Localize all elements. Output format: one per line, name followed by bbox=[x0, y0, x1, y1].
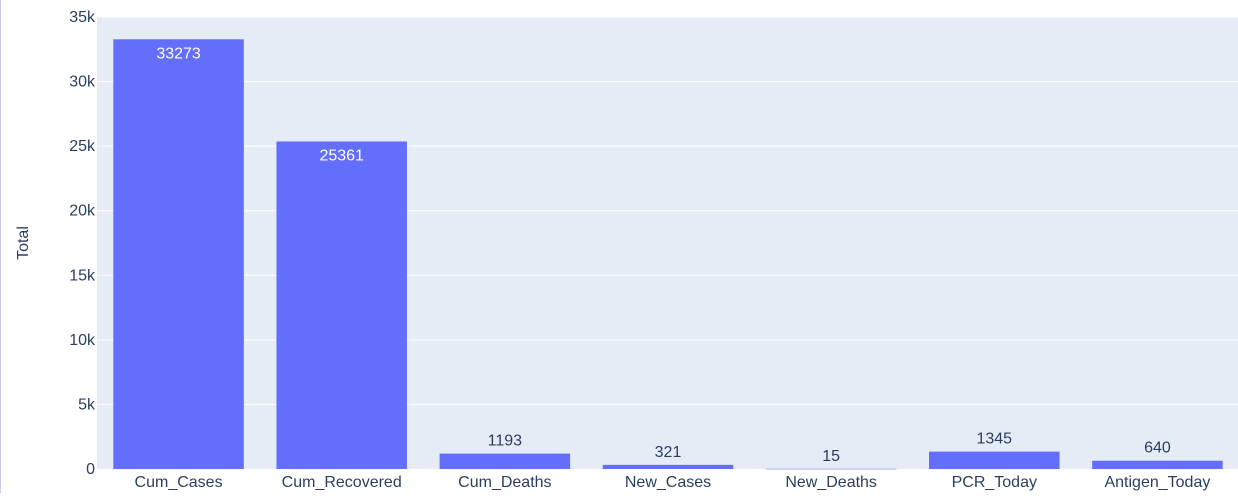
bar-data-label: 321 bbox=[655, 444, 682, 461]
y-tick-label: 15k bbox=[69, 267, 96, 284]
bar-pcr-today[interactable] bbox=[929, 451, 1060, 469]
x-tick-label: PCR_Today bbox=[952, 474, 1037, 491]
bar-new-cases[interactable] bbox=[602, 464, 734, 469]
data-labels: 33273 25361 1193 321 15 1345 640 bbox=[156, 45, 1171, 465]
bar-new-deaths[interactable] bbox=[765, 468, 897, 470]
plot-background bbox=[97, 17, 1238, 469]
y-tick-label: 5k bbox=[78, 396, 96, 413]
y-axis-ticks: 0 5k 10k 15k 20k 25k 30k 35k bbox=[69, 9, 96, 478]
x-tick-label: Cum_Cases bbox=[135, 474, 223, 491]
y-tick-label: 35k bbox=[69, 9, 96, 26]
x-tick-label: New_Cases bbox=[625, 474, 711, 491]
bar-cum-recovered[interactable] bbox=[276, 141, 407, 469]
bar-cum-deaths[interactable] bbox=[439, 453, 571, 469]
bar-antigen-today[interactable] bbox=[1092, 460, 1223, 469]
bar-data-label: 25361 bbox=[319, 147, 364, 164]
y-tick-label: 20k bbox=[69, 203, 96, 220]
y-tick-label: 30k bbox=[69, 74, 96, 91]
bar-data-label: 1193 bbox=[488, 433, 523, 450]
bar-data-label: 15 bbox=[822, 448, 840, 465]
x-tick-label: Cum_Deaths bbox=[458, 474, 551, 491]
bar-cum-cases[interactable] bbox=[113, 39, 244, 469]
bar-data-label: 1345 bbox=[976, 431, 1012, 448]
bar-data-label: 33273 bbox=[156, 45, 201, 62]
y-tick-label: 10k bbox=[69, 332, 96, 349]
x-axis-ticks: Cum_Cases Cum_Recovered Cum_Deaths New_Case… bbox=[135, 474, 1211, 491]
x-tick-label: Antigen_Today bbox=[1104, 474, 1210, 491]
y-tick-label: 0 bbox=[86, 461, 95, 478]
bar-data-label: 640 bbox=[1144, 440, 1171, 457]
y-tick-label: 25k bbox=[69, 138, 96, 155]
x-tick-label: New_Deaths bbox=[785, 474, 877, 491]
y-axis-title: Total bbox=[15, 226, 32, 260]
bars bbox=[113, 39, 1223, 470]
x-tick-label: Cum_Recovered bbox=[282, 474, 402, 491]
